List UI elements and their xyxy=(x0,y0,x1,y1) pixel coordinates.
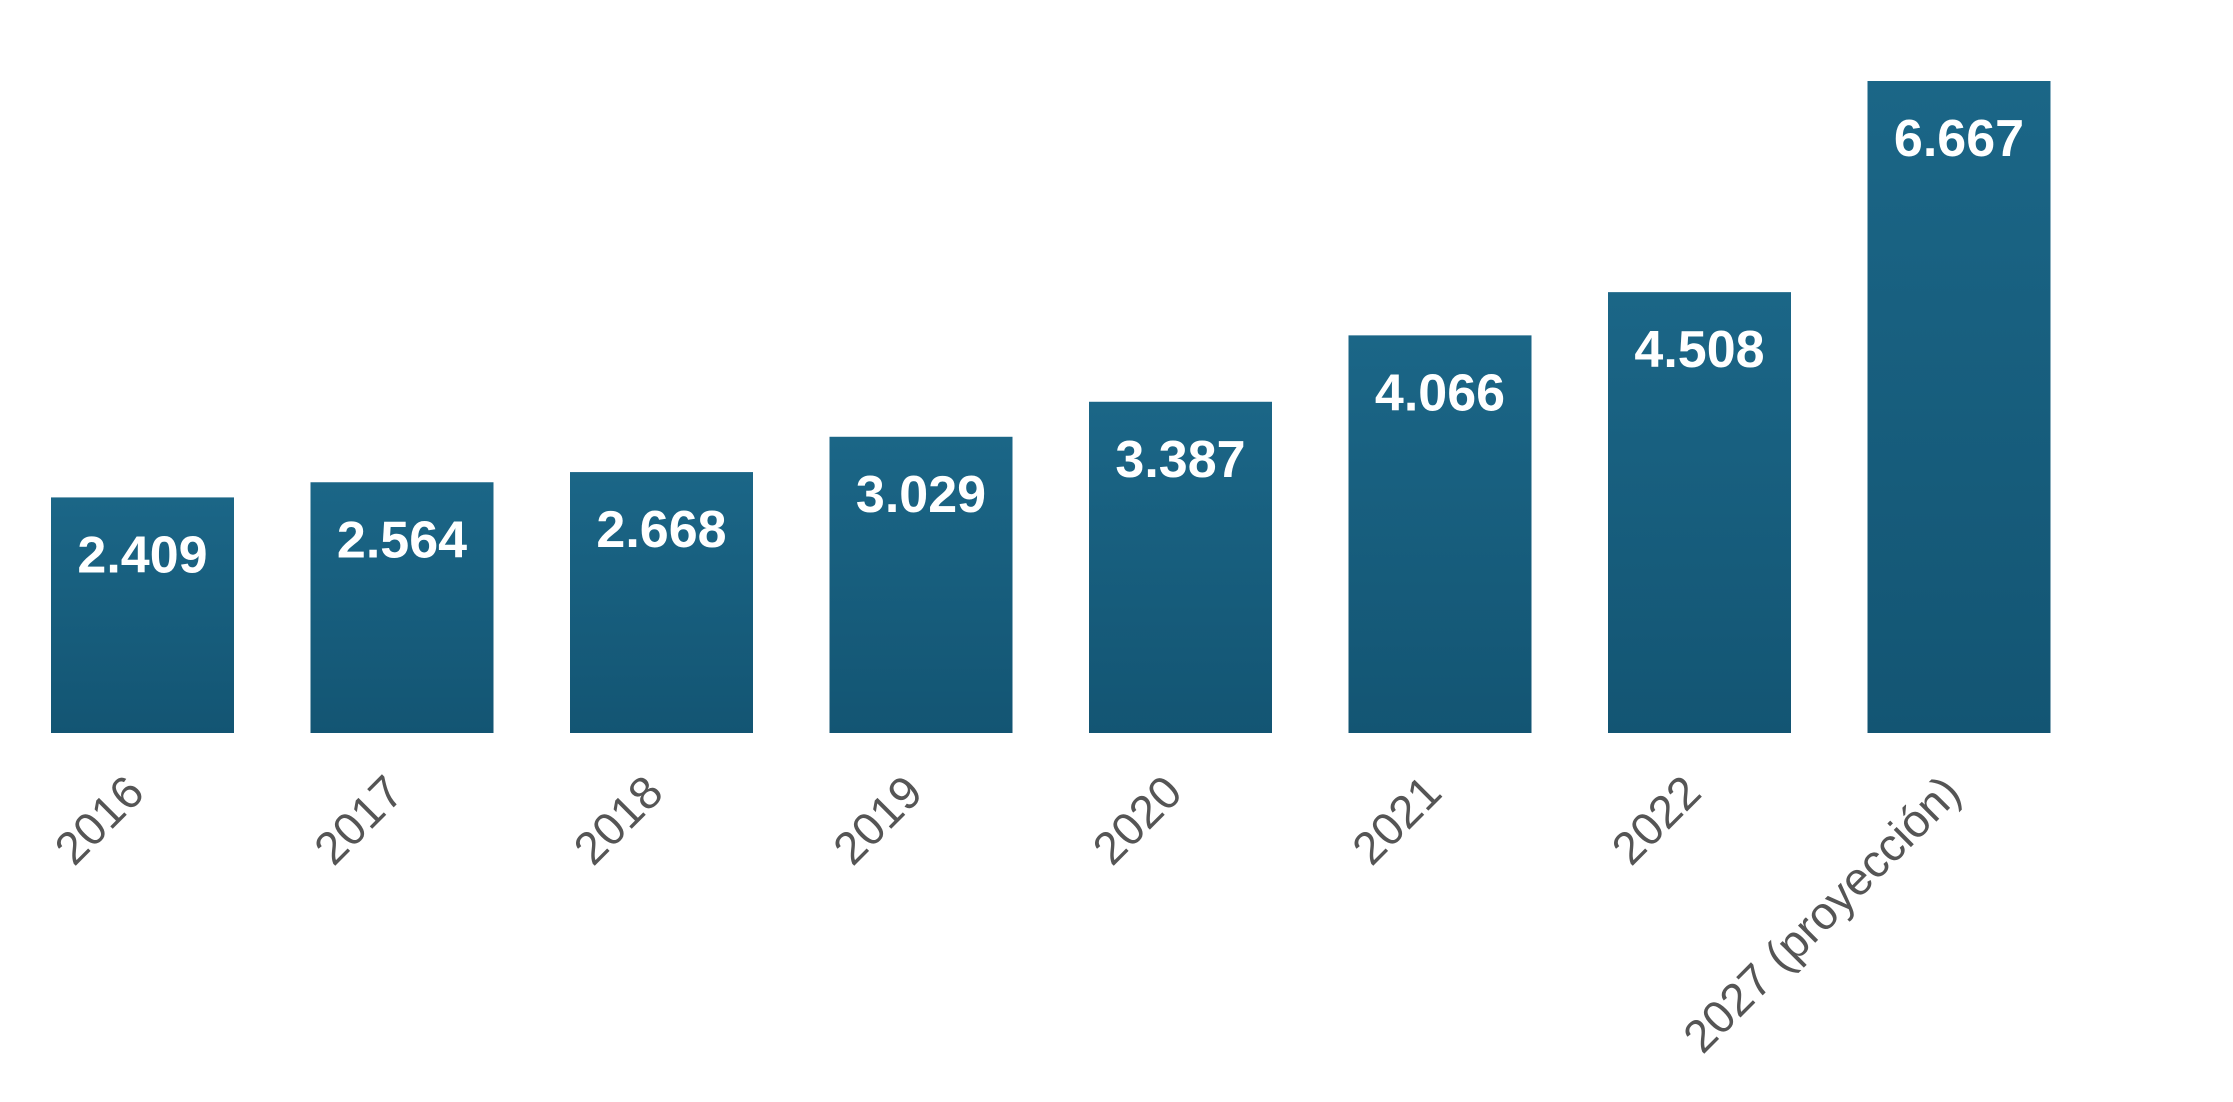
bar-2020 xyxy=(1089,401,1272,733)
data-label: 2.668 xyxy=(596,501,726,559)
x-tick-label: 2019 xyxy=(823,765,932,874)
bar-2018 xyxy=(570,472,753,733)
bar-2022 xyxy=(1608,292,1791,733)
data-label: 3.029 xyxy=(856,466,986,524)
x-tick-label: 2027 (proyección) xyxy=(1673,765,1970,1062)
x-tick-label: 2018 xyxy=(563,765,672,874)
data-label: 2.564 xyxy=(337,511,467,569)
bar-2019 xyxy=(829,436,1013,733)
data-label: 6.667 xyxy=(1894,110,2024,168)
x-tick-label: 2016 xyxy=(44,765,153,874)
bars-group xyxy=(51,81,2051,733)
x-tick-label: 2021 xyxy=(1342,765,1451,874)
bar-2027-proyección xyxy=(1867,81,2051,733)
bar-2016 xyxy=(51,497,234,733)
bar-2021 xyxy=(1348,335,1532,733)
data-label: 4.066 xyxy=(1375,364,1505,422)
x-tick-label: 2022 xyxy=(1601,765,1710,874)
x-tick-label: 2020 xyxy=(1082,765,1191,874)
bar-2017 xyxy=(310,482,494,733)
data-label: 4.508 xyxy=(1634,321,1764,379)
data-labels-group: 2.409 2.564 2.668 3.029 3.387 4.066 4.508 6.667 xyxy=(77,110,2024,584)
data-label: 2.409 xyxy=(77,526,207,584)
data-label: 3.387 xyxy=(1115,431,1245,489)
x-tick-label: 2017 xyxy=(304,765,413,874)
